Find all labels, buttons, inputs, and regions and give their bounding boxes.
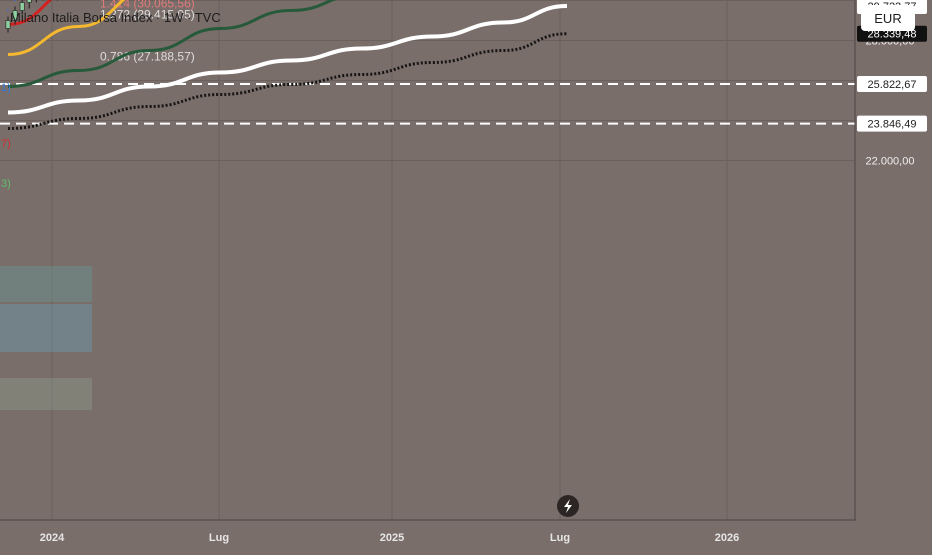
candle-body — [19, 2, 25, 11]
moving-average-line — [7, 32, 568, 130]
moving-averages — [7, 0, 568, 130]
fib-level-label: 1.272 (29.415,05) — [100, 8, 195, 22]
candle-body — [26, 0, 32, 3]
moving-average-line — [7, 0, 126, 56]
price-badge-label: 25.822,67 — [868, 79, 917, 91]
candle-body — [12, 10, 18, 21]
moving-average-line — [7, 4, 568, 115]
time-axis[interactable] — [0, 520, 932, 550]
lightning-icon-glyph — [564, 499, 572, 513]
currency-button-label[interactable]: EUR — [874, 11, 901, 26]
left-label-2: 7) — [1, 138, 11, 150]
fib-zone-box — [0, 266, 92, 302]
chart-title: Milano Italia Borsa Index · 1W · TVC — [10, 10, 221, 25]
time-tick-label: 2024 — [40, 532, 65, 544]
price-tick-label: 22.000,00 — [866, 156, 915, 168]
fib-level-label: 1.414 (30.065,56) — [100, 0, 195, 11]
candle-body — [5, 20, 11, 29]
fibonacci-zone: 1.618 (31.095,98)1.414 (30.065,56)1.272 … — [0, 0, 195, 410]
psar-marker: · — [6, 6, 9, 17]
fib-zone-box — [0, 378, 92, 410]
price-badge-label: 23.846,49 — [868, 119, 917, 131]
price-badge-label: 28.339,48 — [868, 29, 917, 41]
horizontal-levels[interactable] — [0, 0, 855, 125]
left-label-1: 1) — [1, 82, 11, 94]
psar-marker: · — [13, 0, 16, 7]
moving-average-line — [7, 0, 337, 88]
psar-markers: ···········+++++++++++++++++++++++++++++… — [6, 0, 16, 17]
price-badge — [857, 115, 927, 132]
time-tick-label: Lug — [209, 532, 229, 544]
grid-lines — [0, 0, 855, 520]
fib-level-label: 0.786 (27.188,57) — [100, 50, 195, 64]
candlesticks — [5, 0, 59, 33]
left-label-3: 3) — [1, 178, 11, 190]
fib-zone-box — [0, 304, 92, 352]
left-edge-labels: 1) 7) 3) — [1, 82, 11, 190]
currency-button-bg[interactable] — [861, 5, 915, 31]
time-tick-label: 2026 — [715, 532, 739, 544]
time-tick-label: 2025 — [380, 532, 404, 544]
lightning-icon[interactable] — [557, 495, 579, 517]
time-axis-ticks: 2024 Lug 2025 Lug 2026 — [40, 532, 739, 544]
price-badge — [857, 76, 927, 93]
currency-button[interactable]: EUR — [861, 5, 915, 31]
time-tick-label: Lug — [550, 532, 570, 544]
